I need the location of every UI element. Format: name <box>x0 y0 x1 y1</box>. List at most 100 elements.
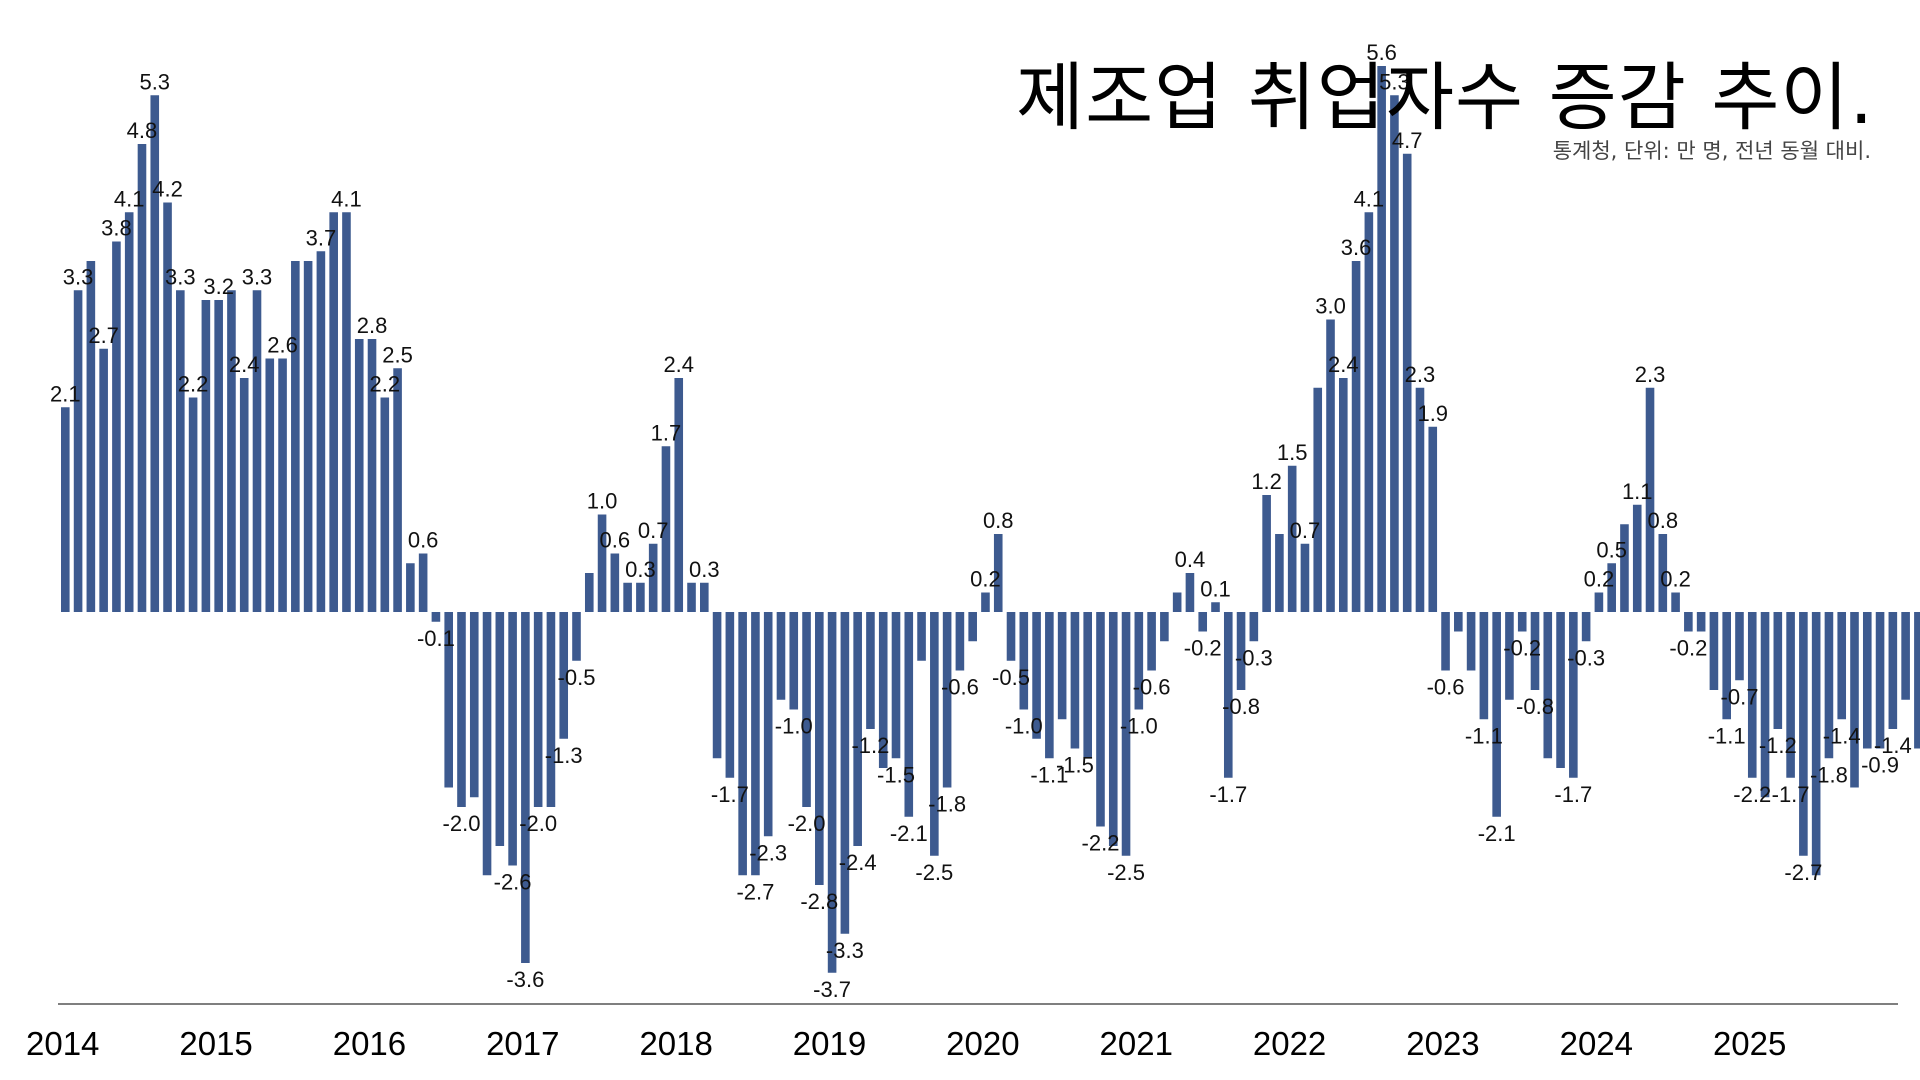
bar-115 <box>1530 612 1540 690</box>
data-label-25: 2.2 <box>370 372 401 397</box>
bar-114 <box>1517 612 1527 632</box>
data-label-46: 0.7 <box>638 518 669 543</box>
data-label-24: 2.8 <box>357 313 388 338</box>
bar-124 <box>1645 387 1655 612</box>
bar-105 <box>1402 153 1412 612</box>
year-tick-2023: 2023 <box>1406 1025 1479 1062</box>
bar-122 <box>1620 524 1629 612</box>
year-ticks-group: 2014 2015 2016 2017 2018 2019 2020 2021 2022 2023… <box>26 1025 1786 1062</box>
bar-28 <box>418 553 428 612</box>
bar-19 <box>303 261 313 612</box>
bar-81 <box>1096 612 1105 827</box>
data-label-8: 4.2 <box>152 177 183 202</box>
bar-35 <box>508 612 517 866</box>
data-label-130: -1.1 <box>1708 723 1746 748</box>
bar-117 <box>1556 612 1565 768</box>
data-label-118: -1.7 <box>1554 782 1592 807</box>
bar-78 <box>1057 612 1067 720</box>
bar-97 <box>1300 543 1310 612</box>
data-label-22: 4.1 <box>331 186 362 211</box>
bar-45 <box>636 582 645 612</box>
bar-134 <box>1773 612 1783 729</box>
bar-84 <box>1134 612 1144 710</box>
bar-98 <box>1313 387 1323 612</box>
bar-40 <box>572 612 581 661</box>
data-label-111: -1.1 <box>1465 723 1503 748</box>
bar-20 <box>316 251 326 612</box>
bar-106 <box>1415 387 1425 612</box>
bar-144 <box>1901 612 1910 700</box>
data-label-89: -0.2 <box>1184 636 1222 661</box>
data-label-63: -1.2 <box>851 733 889 758</box>
bar-63 <box>866 612 875 729</box>
bar-113 <box>1505 612 1514 700</box>
bar-56 <box>776 612 786 700</box>
year-tick-2022: 2022 <box>1253 1025 1326 1062</box>
bar-95 <box>1275 534 1284 612</box>
bar-110 <box>1466 612 1476 671</box>
bar-107 <box>1428 426 1438 612</box>
data-label-40: -0.5 <box>558 665 596 690</box>
bar-37 <box>533 612 543 807</box>
data-label-57: -1.0 <box>775 714 813 739</box>
data-label-102: 4.1 <box>1354 186 1385 211</box>
data-label-14: 2.4 <box>229 352 260 377</box>
data-label-70: -0.6 <box>941 675 979 700</box>
bar-72 <box>981 592 990 612</box>
bar-73 <box>993 534 1003 612</box>
bar-51 <box>712 612 722 759</box>
data-label-35: -2.6 <box>494 870 532 895</box>
bar-100 <box>1339 378 1348 612</box>
data-label-126: 0.2 <box>1660 567 1691 592</box>
bar-15 <box>252 290 262 612</box>
bar-41 <box>584 573 594 612</box>
bar-129 <box>1709 612 1719 690</box>
data-label-7: 5.3 <box>139 69 170 94</box>
bar-71 <box>968 612 977 642</box>
bar-13 <box>227 290 236 612</box>
bar-34 <box>495 612 505 846</box>
bar-118 <box>1569 612 1578 778</box>
bar-21 <box>329 212 338 612</box>
bar-89 <box>1198 612 1208 632</box>
data-label-43: 0.6 <box>600 528 631 553</box>
data-label-54: -2.7 <box>736 879 774 904</box>
data-label-52: -1.7 <box>711 782 749 807</box>
bar-16 <box>265 358 275 612</box>
bar-86 <box>1160 612 1169 642</box>
data-label-120: 0.2 <box>1584 567 1615 592</box>
data-label-10: 2.2 <box>178 372 209 397</box>
data-label-58: -2.0 <box>788 811 826 836</box>
bar-74 <box>1006 612 1016 661</box>
data-label-103: 5.6 <box>1366 40 1397 65</box>
data-label-112: -2.1 <box>1478 821 1516 846</box>
data-label-127: -0.2 <box>1669 636 1707 661</box>
data-label-29: -0.1 <box>417 626 455 651</box>
bar-64 <box>878 612 888 768</box>
bar-5 <box>124 212 134 612</box>
bar-10 <box>188 397 198 612</box>
bar-131 <box>1735 612 1744 681</box>
bar-80 <box>1083 612 1092 759</box>
data-label-79: -1.5 <box>1056 753 1094 778</box>
data-label-81: -2.2 <box>1082 831 1120 856</box>
bar-4 <box>112 241 121 612</box>
bar-128 <box>1696 612 1706 632</box>
bar-26 <box>393 368 402 612</box>
year-tick-2018: 2018 <box>639 1025 712 1062</box>
bar-130 <box>1722 612 1731 720</box>
chart-subtitle: 통계청, 단위: 만 명, 전년 동월 대비. <box>1552 139 1871 163</box>
data-label-69: -1.8 <box>928 792 966 817</box>
data-label-48: 2.4 <box>663 352 694 377</box>
data-label-66: -2.1 <box>890 821 928 846</box>
bar-123 <box>1632 504 1642 612</box>
bar-29 <box>431 612 441 622</box>
bars-group <box>61 66 1920 973</box>
data-label-55: -2.3 <box>749 840 787 865</box>
bar-31 <box>457 612 466 807</box>
data-label-105: 4.7 <box>1392 128 1423 153</box>
bar-77 <box>1045 612 1054 759</box>
bar-136 <box>1799 612 1808 856</box>
bar-58 <box>802 612 811 807</box>
data-label-0: 2.1 <box>50 381 81 406</box>
